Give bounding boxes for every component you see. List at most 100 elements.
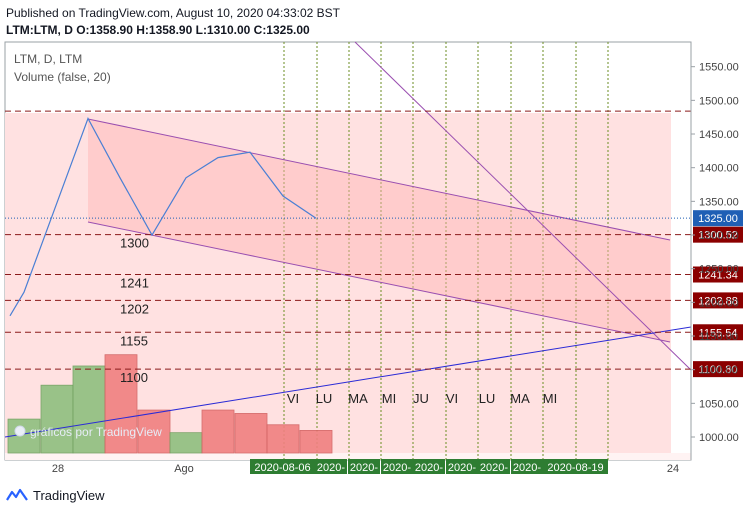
volume-bar-8 bbox=[266, 424, 300, 454]
published-line: Published on TradingView.com, August 10,… bbox=[6, 6, 341, 20]
level-badge-3: 1202.88 bbox=[693, 292, 743, 309]
volume-bar-7 bbox=[234, 413, 268, 454]
chart-header: Published on TradingView.com, August 10,… bbox=[6, 5, 340, 39]
tradingview-logo-icon bbox=[6, 488, 28, 501]
level-badge-bg-3 bbox=[693, 292, 743, 309]
date-badge-8: 2020-08-19 bbox=[543, 459, 608, 474]
date-badge-text-7: 2020- bbox=[513, 462, 541, 474]
date-badge-text-8: 2020-08-19 bbox=[547, 462, 603, 474]
level-label-3: 1202 bbox=[120, 301, 149, 316]
level-badge-text-5: 1100.80 bbox=[699, 364, 738, 376]
date-badge-text-1: 2020- bbox=[317, 462, 345, 474]
date-badge-3: 2020- bbox=[381, 459, 413, 474]
footer-brand[interactable]: TradingView bbox=[33, 487, 105, 503]
weekday-label-3: MI bbox=[382, 391, 396, 406]
y-tick-label-3: 1150.00 bbox=[699, 331, 738, 343]
x-tick-label-0: 28 bbox=[52, 463, 64, 475]
level-badge-bg-1 bbox=[693, 226, 743, 243]
x-tick-label-1: Ago bbox=[174, 463, 194, 475]
volume-bar-6 bbox=[201, 409, 235, 454]
weekday-label-8: MI bbox=[543, 391, 557, 406]
weekday-label-4: JU bbox=[413, 391, 429, 406]
date-badge-5: 2020- bbox=[446, 459, 478, 474]
x-tick-label-2: 24 bbox=[667, 463, 679, 475]
footer: TradingView bbox=[6, 484, 105, 506]
y-tick-label-9: 1450.00 bbox=[699, 129, 739, 141]
y-tick-label-8: 1400.00 bbox=[699, 163, 739, 175]
level-badge-bg-5 bbox=[693, 361, 743, 378]
date-badge-7: 2020- bbox=[511, 459, 543, 474]
watermark-text: gráficos por TradingView bbox=[30, 425, 162, 439]
channel-fill bbox=[88, 119, 670, 342]
current-price-badge-bg bbox=[693, 210, 743, 227]
level-badge-5: 1100.80 bbox=[693, 361, 743, 378]
level-label-1: 1300 bbox=[120, 236, 149, 251]
date-badge-text-2: 2020- bbox=[350, 462, 378, 474]
current-price-badge-text: 1325.00 bbox=[698, 213, 738, 225]
legend-symbol: LTM, D, LTM bbox=[14, 52, 82, 66]
level-badge-4: 1155.54 bbox=[693, 324, 743, 341]
y-tick-label-2: 1100.00 bbox=[699, 365, 738, 377]
ohlc-line: LTM:LTM, D O:1358.90 H:1358.90 L:1310.00… bbox=[6, 23, 310, 37]
level-badge-2: 1241.34 bbox=[693, 266, 743, 283]
date-badge-bg-0 bbox=[250, 459, 315, 474]
volume-bar-2 bbox=[72, 365, 106, 454]
date-badge-bg-1 bbox=[315, 459, 347, 474]
watermark: gráficos por TradingView bbox=[14, 425, 162, 439]
date-badge-1: 2020- bbox=[315, 459, 347, 474]
volume-bar-9 bbox=[299, 429, 333, 454]
level-badge-text-3: 1202.88 bbox=[698, 295, 738, 307]
date-badge-4: 2020- bbox=[413, 459, 445, 474]
channel-lower-line bbox=[87, 221, 671, 343]
weekday-label-1: LU bbox=[316, 391, 333, 406]
date-badge-6: 2020- bbox=[478, 459, 510, 474]
level-badge-bg-2 bbox=[693, 266, 743, 283]
date-badge-bg-8 bbox=[543, 459, 608, 474]
level-label-5: 1100 bbox=[120, 370, 148, 385]
date-badge-bg-4 bbox=[413, 459, 445, 474]
date-badge-text-4: 2020- bbox=[415, 462, 443, 474]
level-label-4: 1155 bbox=[120, 333, 148, 348]
ascending-trendline bbox=[4, 326, 692, 438]
date-badge-text-0: 2020-08-06 bbox=[254, 462, 310, 474]
weekday-label-5: VI bbox=[446, 391, 458, 406]
y-tick-label-11: 1550.00 bbox=[699, 62, 739, 74]
volume-bar-1 bbox=[40, 384, 74, 454]
weekday-label-6: LU bbox=[479, 391, 496, 406]
date-badge-0: 2020-08-06 bbox=[250, 459, 315, 474]
y-tick-label-0: 1000.00 bbox=[699, 432, 739, 444]
date-badge-2: 2020- bbox=[348, 459, 380, 474]
diagonal-line bbox=[354, 41, 692, 371]
y-tick-label-7: 1350.00 bbox=[699, 196, 739, 208]
legend-volume: Volume (false, 20) bbox=[14, 70, 111, 84]
channel-upper-line bbox=[87, 118, 671, 241]
weekday-label-0: VI bbox=[287, 391, 299, 406]
watermark-logo-icon bbox=[14, 425, 26, 437]
current-price-badge: 1325.00 bbox=[693, 210, 743, 227]
date-badge-bg-2 bbox=[348, 459, 380, 474]
volume-bar-3 bbox=[104, 354, 138, 454]
y-tick-label-10: 1500.00 bbox=[699, 95, 739, 107]
date-badge-bg-3 bbox=[381, 459, 413, 474]
y-tick-label-5: 1250.00 bbox=[699, 264, 739, 276]
level-badge-text-4: 1155.54 bbox=[699, 327, 738, 339]
level-label-2: 1241 bbox=[120, 276, 149, 291]
level-badge-1: 1300.52 bbox=[693, 226, 743, 243]
volume-bar-4 bbox=[137, 409, 171, 454]
date-badge-text-3: 2020- bbox=[383, 462, 411, 474]
volume-bar-5 bbox=[169, 432, 203, 454]
date-badge-bg-5 bbox=[446, 459, 478, 474]
y-tick-label-1: 1050.00 bbox=[699, 398, 739, 410]
level-badge-text-1: 1300.52 bbox=[698, 230, 738, 242]
y-tick-label-4: 1200.00 bbox=[699, 297, 739, 309]
date-badge-bg-7 bbox=[511, 459, 543, 474]
date-badge-text-5: 2020- bbox=[448, 462, 476, 474]
level-badge-bg-4 bbox=[693, 324, 743, 341]
date-badge-bg-6 bbox=[478, 459, 510, 474]
weekday-label-2: MA bbox=[348, 391, 368, 406]
level-badge-text-2: 1241.34 bbox=[698, 270, 738, 282]
y-tick-label-6: 1300.00 bbox=[699, 230, 739, 242]
weekday-label-7: MA bbox=[510, 391, 530, 406]
shaded-zone-bottom bbox=[5, 453, 691, 460]
